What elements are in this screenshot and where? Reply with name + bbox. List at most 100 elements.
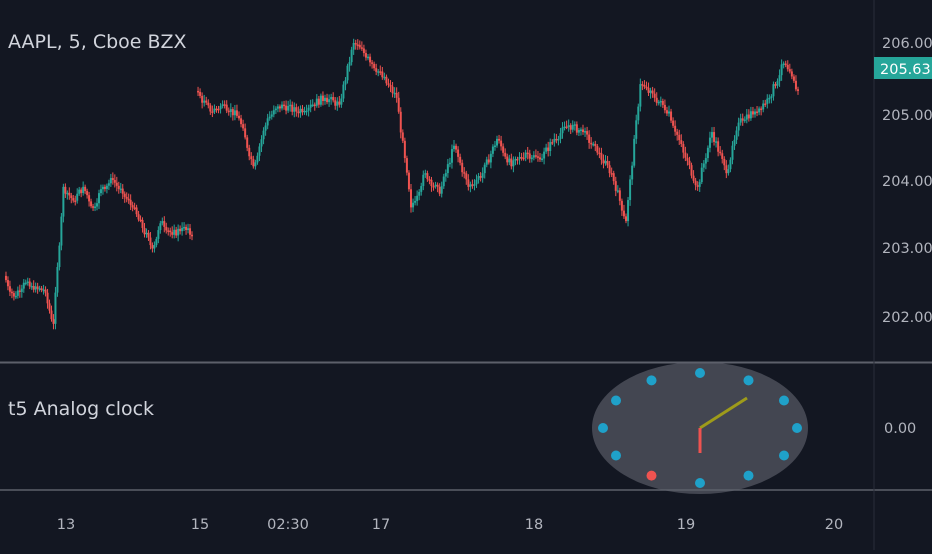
candle-body (743, 119, 746, 122)
candle-body (588, 134, 591, 143)
candle-body (105, 185, 108, 189)
candle-body (627, 200, 630, 222)
candle-body (616, 190, 619, 192)
candle-body (502, 146, 505, 153)
candle-body (203, 100, 206, 103)
candle-body (508, 158, 511, 163)
candle-body (776, 81, 779, 86)
candle-body (223, 104, 226, 106)
candle-body (171, 232, 174, 235)
candle-body (676, 131, 679, 135)
last-price-tag[interactable]: 205.63 (874, 57, 932, 79)
symbol-title[interactable]: AAPL, 5, Cboe BZX (8, 31, 187, 53)
candle-body (129, 199, 132, 206)
clock-hour-dot (695, 368, 705, 378)
candle-body (219, 106, 222, 110)
candle-body (28, 281, 31, 287)
candle-body (82, 186, 85, 194)
candle-body (788, 69, 791, 72)
candle-body (141, 220, 144, 228)
candle-body (758, 108, 761, 113)
candle-body (60, 216, 63, 246)
price-axis[interactable]: 206.00 205.00 204.00 203.00 202.00 (882, 36, 932, 326)
candle-body (258, 146, 261, 156)
candle-body (506, 156, 509, 163)
candle-body (289, 104, 292, 107)
indicator-title[interactable]: t5 Analog clock (8, 398, 154, 420)
candle-body (555, 138, 558, 141)
candle-body (659, 100, 662, 103)
candle-body (655, 97, 658, 103)
candle-body (217, 108, 220, 111)
candle-body (264, 125, 267, 131)
candle-body (248, 147, 251, 157)
candle-body (367, 56, 369, 59)
candle-body (293, 107, 296, 112)
candle-body (32, 285, 35, 290)
candle-body (175, 229, 178, 236)
candle-body (493, 145, 496, 148)
candle-body (301, 108, 304, 112)
candle-body (735, 130, 738, 140)
candle-body (393, 92, 396, 95)
candle-body (416, 195, 419, 201)
candle-body (375, 68, 378, 72)
candle-body (569, 125, 572, 130)
candle-body (260, 139, 263, 147)
candle-body (432, 186, 435, 188)
candle-body (346, 65, 349, 81)
candle-body (340, 98, 343, 105)
indicator-value-tick: 0.00 (884, 421, 916, 437)
candle-body (373, 63, 376, 69)
candle-body (285, 105, 288, 111)
candle-body (412, 202, 415, 208)
candle-body (381, 71, 384, 78)
candle-body (385, 76, 388, 84)
candle-body (324, 97, 326, 102)
candle-body (30, 285, 33, 288)
candle-body (510, 158, 513, 167)
candle-body (422, 174, 425, 187)
candle-body (612, 173, 615, 182)
candle-body (536, 156, 539, 158)
candle-body (96, 203, 99, 207)
candle-body (227, 110, 230, 113)
clock-hour-dot (598, 423, 608, 433)
candle-body (250, 156, 253, 160)
candle-body (754, 111, 756, 115)
candle-body (334, 100, 337, 106)
candle-body (391, 86, 394, 94)
candle-body (34, 286, 37, 290)
candle-body (645, 86, 648, 89)
candle-body (586, 131, 589, 135)
candle-body (741, 118, 744, 121)
candle-body (532, 155, 535, 158)
candle-body (596, 146, 599, 153)
candle-body (109, 178, 112, 184)
time-axis[interactable]: 13 15 02:30 17 18 19 20 (57, 517, 843, 533)
candle-body (111, 178, 114, 180)
candle-body (512, 160, 515, 167)
candle-body (786, 64, 789, 70)
candle-body (688, 160, 691, 166)
candle-body (545, 147, 548, 152)
candle-body (70, 195, 73, 199)
candle-body (52, 319, 55, 324)
candle-body (244, 128, 247, 138)
candle-body (418, 191, 421, 196)
candle-body (794, 80, 797, 90)
candle-body (26, 281, 29, 283)
candle-body (498, 138, 501, 141)
candle-body (360, 47, 363, 49)
candle-body (240, 118, 243, 125)
candle-body (68, 192, 71, 196)
candle-body (500, 140, 503, 147)
candle-body (80, 189, 83, 194)
candle-body (133, 207, 136, 209)
candle-body (90, 201, 93, 207)
candle-body (778, 75, 781, 82)
candle-body (651, 90, 654, 94)
candle-body (336, 101, 339, 106)
